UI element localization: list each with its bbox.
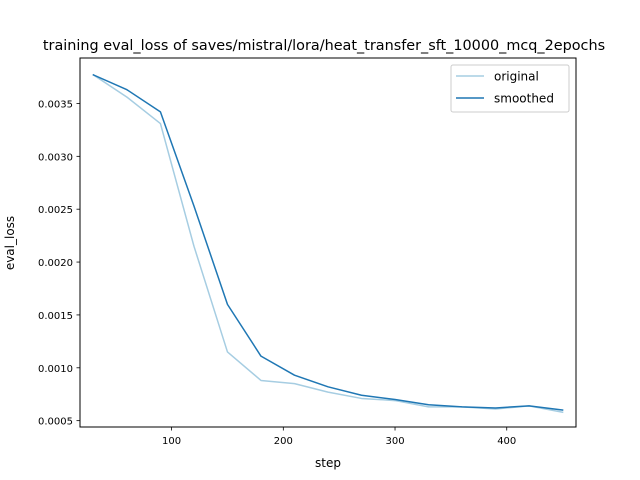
y-tick-label: 0.0010 xyxy=(38,364,73,375)
legend-label-original: original xyxy=(494,70,539,84)
x-tick-label: 200 xyxy=(274,436,293,447)
legend: original smoothed xyxy=(450,64,570,113)
chart-title: training eval_loss of saves/mistral/lora… xyxy=(43,38,605,54)
x-axis-ticks: 100 200 300 400 xyxy=(162,427,516,447)
y-tick-label: 0.0035 xyxy=(38,99,73,110)
y-tick-label: 0.0025 xyxy=(38,205,73,216)
plot-frame xyxy=(79,57,577,428)
y-tick-label: 0.0005 xyxy=(38,417,73,428)
y-tick-label: 0.0030 xyxy=(38,152,73,163)
x-tick-label: 400 xyxy=(497,436,516,447)
y-tick-label: 0.0015 xyxy=(38,311,73,322)
legend-label-smoothed: smoothed xyxy=(494,92,554,106)
x-tick-label: 100 xyxy=(162,436,181,447)
x-tick-label: 300 xyxy=(385,436,404,447)
series-line-smoothed xyxy=(92,73,564,411)
x-axis-label: step xyxy=(315,456,341,470)
series-layer xyxy=(92,73,564,414)
y-axis-label: eval_loss xyxy=(3,216,17,270)
y-axis-ticks: 0.0005 0.0010 0.0015 0.0020 0.0025 0.0030 0.00… xyxy=(38,99,80,428)
y-tick-label: 0.0020 xyxy=(38,258,73,269)
